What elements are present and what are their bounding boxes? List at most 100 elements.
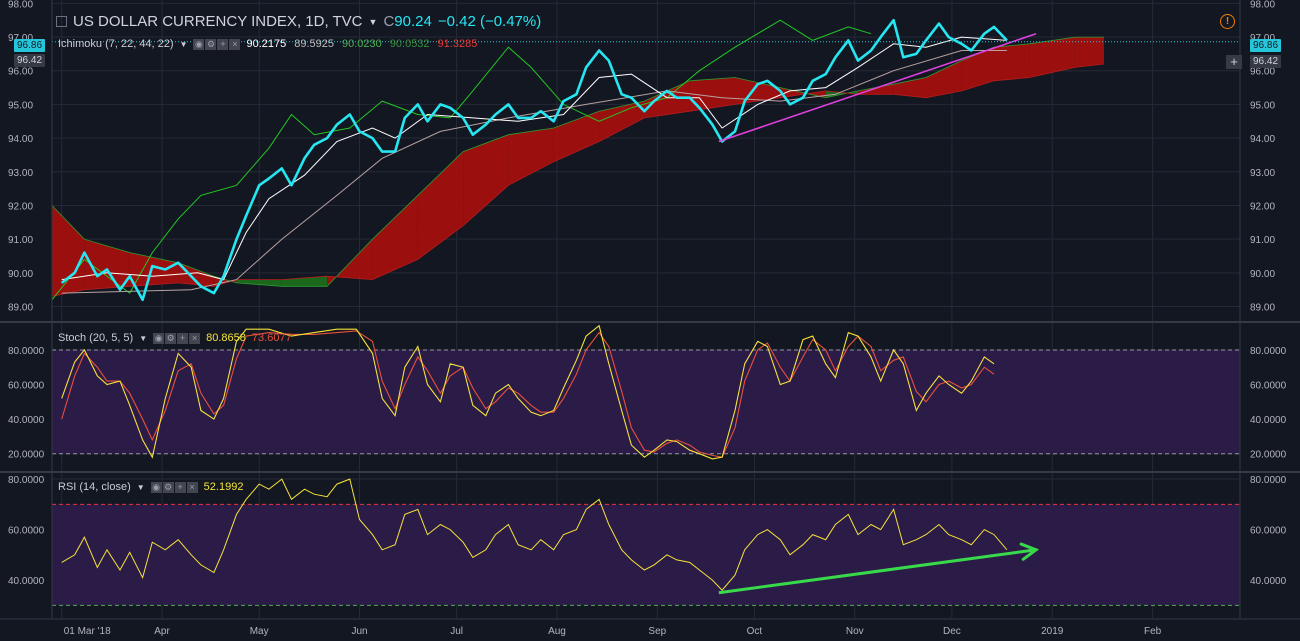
price-tick-right: 91.00 [1250, 235, 1275, 246]
senkou-b-line [51, 63, 1105, 297]
close-label: C [383, 13, 395, 30]
price-tick-left: 91.00 [8, 235, 33, 246]
cloud-bear-segment [780, 87, 826, 98]
time-axis-label: Aug [548, 626, 566, 637]
eye-icon[interactable]: ◉ [193, 38, 205, 50]
chart-title: US DOLLAR CURRENCY INDEX, 1D, TVC [73, 13, 363, 30]
time-axis-label: 01 Mar '18 [64, 626, 111, 637]
tenkan-line [61, 36, 1007, 281]
settings-icon[interactable]: ⚙ [165, 332, 177, 344]
chikou-line [51, 19, 872, 301]
price-tick-left: 93.00 [8, 168, 33, 179]
plus-icon[interactable]: + [217, 38, 229, 50]
cloud-bear-segment [372, 195, 418, 280]
price-tick-right: 97.00 [1250, 33, 1275, 44]
stoch-d-line [61, 330, 995, 458]
ichimoku-legend: Ichimoku (7, 22, 44, 22) ▼ ◉ ⚙ + × 90.2175 8… [58, 38, 477, 50]
rsi-trend-arrow [718, 548, 1037, 595]
cloud-bear-segment [463, 134, 509, 226]
last-price-tag-right: 96.86 [1250, 39, 1282, 52]
price-tick-left: 96.00 [8, 67, 33, 78]
cursor-price-tag-left: 96.42 [14, 54, 46, 67]
chevron-down-icon[interactable]: ▼ [368, 16, 378, 27]
ichimoku-value: 90.0532 [389, 38, 430, 50]
rsi-tick-right: 80.0000 [1250, 475, 1287, 486]
price-tick-left: 92.00 [8, 201, 33, 212]
close-icon[interactable]: × [229, 38, 241, 50]
cloud-bear-segment [689, 77, 736, 112]
price-tick-right: 96.00 [1250, 67, 1275, 78]
time-axis-label: Nov [846, 626, 864, 637]
stoch-label: Stoch (20, 5, 5) [58, 332, 134, 344]
close-icon[interactable]: × [189, 332, 201, 344]
price-tick-left: 98.00 [8, 0, 33, 10]
chevron-down-icon[interactable]: ▼ [179, 39, 188, 49]
rsi-controls[interactable]: ◉ ⚙ + × [150, 481, 198, 493]
stoch-d-value: 73.6077 [251, 332, 292, 344]
rsi-pane [52, 478, 1240, 606]
rsi-label: RSI (14, close) [58, 481, 131, 493]
price-tick-right: 95.00 [1250, 100, 1275, 111]
eye-icon[interactable]: ◉ [153, 332, 165, 344]
ichimoku-value: 91.3285 [437, 38, 478, 50]
price-tick-left: 90.00 [8, 269, 33, 280]
ichimoku-value: 89.5925 [294, 38, 335, 50]
cloud-bear-segment [993, 43, 1030, 81]
kijun-line [61, 50, 1007, 294]
price-lines [51, 18, 1240, 302]
cloud-bear-segment [961, 47, 994, 91]
collapse-icon[interactable] [56, 16, 67, 27]
price-tick-left: 97.00 [8, 33, 33, 44]
cloud-bear-segment [644, 80, 690, 118]
rsi-tick-right: 60.0000 [1250, 526, 1287, 537]
stoch-tick-left: 80.0000 [8, 346, 45, 357]
price-tick-left: 89.00 [8, 303, 33, 314]
cloud-bear-segment [417, 151, 464, 260]
last-price-tag-left: 96.86 [14, 39, 46, 52]
rsi-tick-left: 80.0000 [8, 475, 45, 486]
rsi-line [61, 478, 1008, 591]
stoch-controls[interactable]: ◉ ⚙ + × [153, 332, 201, 344]
stoch-tick-left: 20.0000 [8, 450, 45, 461]
rsi-band [52, 504, 1240, 606]
warning-icon[interactable]: ! [1220, 14, 1235, 29]
stoch-tick-right: 80.0000 [1250, 346, 1287, 357]
cloud-bear-segment [508, 128, 554, 186]
time-axis-label: Jun [351, 626, 367, 637]
stoch-tick-right: 20.0000 [1250, 450, 1287, 461]
price-tick-right: 94.00 [1250, 134, 1275, 145]
rsi-trend-arrowhead [1019, 542, 1040, 561]
eye-icon[interactable]: ◉ [150, 481, 162, 493]
time-axis-label: May [250, 626, 269, 637]
price-tick-right: 89.00 [1250, 303, 1275, 314]
chevron-down-icon[interactable]: ▼ [136, 482, 145, 492]
time-axis-label: Feb [1144, 626, 1162, 637]
stoch-k-value: 80.8658 [206, 332, 246, 344]
stoch-tick-right: 60.0000 [1250, 381, 1287, 392]
settings-icon[interactable]: ⚙ [205, 38, 217, 50]
close-value: 90.24 [394, 13, 432, 30]
close-icon[interactable]: × [186, 481, 198, 493]
cloud-bear-segment [553, 111, 600, 162]
cursor-price-tag-right: 96.42 [1250, 55, 1282, 68]
plus-icon[interactable]: + [174, 481, 186, 493]
stoch-legend: Stoch (20, 5, 5) ▼ ◉ ⚙ + × 80.8658 73.6077 [58, 332, 292, 344]
stoch-tick-left: 60.0000 [8, 381, 45, 392]
time-axis-label: Dec [943, 626, 961, 637]
cloud-bear-segment [52, 205, 85, 297]
price-tick-right: 98.00 [1250, 0, 1275, 10]
ichimoku-controls[interactable]: ◉ ⚙ + × [193, 38, 241, 50]
plus-icon[interactable]: + [177, 332, 189, 344]
rsi-value: 52.1992 [203, 481, 244, 493]
rsi-tick-right: 40.0000 [1250, 576, 1287, 587]
price-line [60, 18, 1008, 302]
settings-icon[interactable]: ⚙ [162, 481, 174, 493]
time-axis-label: Oct [747, 626, 763, 637]
time-axis-label: Sep [648, 626, 666, 637]
cloud-bear-segment [926, 60, 962, 98]
price-tick-right: 90.00 [1250, 269, 1275, 280]
chevron-down-icon[interactable]: ▼ [139, 333, 148, 343]
plus-icon[interactable]: + [1226, 55, 1242, 69]
